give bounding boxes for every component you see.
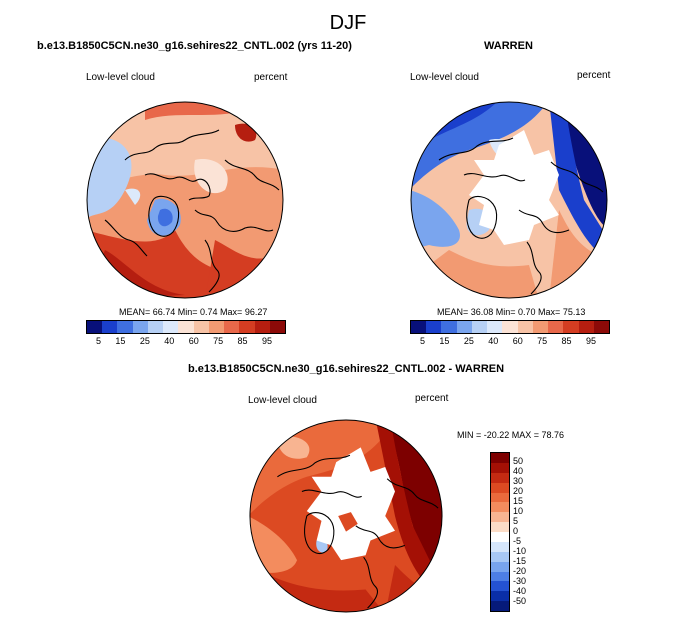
model-colorbar-swatch — [193, 321, 209, 333]
diff-colorbar-label: 50 — [513, 456, 524, 466]
model-colorbar-label: 60 — [188, 336, 199, 346]
obs-colorbar-label: 40 — [488, 336, 499, 346]
model-colorbar-label: 95 — [261, 336, 272, 346]
diff-colorbar-swatch — [491, 453, 509, 463]
obs-colorbar-swatch — [517, 321, 533, 333]
diff-units-label: percent — [415, 393, 449, 404]
obs-colorbar — [410, 320, 610, 334]
obs-colorbar-labels: 5 15 25 40 60 75 85 95 — [420, 336, 596, 346]
model-colorbar-swatch — [147, 321, 164, 333]
figure-title: DJF — [329, 12, 367, 34]
obs-colorbar-swatch — [426, 321, 442, 333]
model-colorbar-swatch — [163, 321, 179, 333]
obs-colorbar-label: 85 — [561, 336, 572, 346]
model-colorbar-swatch — [239, 321, 255, 333]
diff-colorbar-label: -5 — [513, 536, 522, 546]
model-colorbar-swatch — [87, 321, 103, 333]
diff-colorbar-label: 30 — [513, 476, 524, 486]
model-colorbar-swatch — [178, 321, 194, 333]
obs-colorbar-swatch — [563, 321, 579, 333]
obs-colorbar-swatch — [578, 321, 594, 333]
obs-colorbar-swatch — [593, 321, 610, 333]
diff-colorbar — [490, 452, 510, 612]
diff-colorbar-swatch — [491, 541, 509, 552]
diff-colorbar-label: -30 — [513, 576, 527, 586]
model-stats: MEAN= 66.74 Min= 0.74 Max= 96.27 — [119, 307, 268, 317]
diff-colorbar-label: -15 — [513, 556, 527, 566]
diff-panel-title: b.e13.B1850C5CN.ne30_g16.sehires22_CNTL.… — [188, 363, 505, 375]
model-colorbar-swatch — [208, 321, 225, 333]
obs-colorbar-swatch — [487, 321, 503, 333]
model-colorbar-label: 85 — [237, 336, 248, 346]
diff-colorbar-swatch — [491, 561, 509, 572]
model-variable-label: Low-level cloud — [86, 72, 155, 83]
diff-colorbar-label: 20 — [513, 486, 524, 496]
model-colorbar-label: 25 — [139, 336, 150, 346]
obs-colorbar-label: 15 — [439, 336, 450, 346]
diff-colorbar-swatch — [491, 571, 509, 582]
obs-colorbar-swatch — [548, 321, 564, 333]
diff-colorbar-swatch — [491, 482, 509, 493]
obs-colorbar-label: 5 — [420, 336, 426, 346]
diff-colorbar-label: 10 — [513, 506, 524, 516]
model-colorbar-labels: 5 15 25 40 60 75 85 95 — [96, 336, 272, 346]
model-colorbar-swatch — [117, 321, 133, 333]
model-panel-title: b.e13.B1850C5CN.ne30_g16.sehires22_CNTL.… — [37, 40, 352, 52]
obs-colorbar-swatch — [502, 321, 518, 333]
obs-colorbar-label: 75 — [537, 336, 548, 346]
diff-colorbar-labels: 50 40 30 20 15 10 5 0 -5 -10 -15 -20 -30 -40 -50 — [513, 456, 526, 606]
model-colorbar-label: 40 — [164, 336, 175, 346]
obs-stats: MEAN= 36.08 Min= 0.70 Max= 75.13 — [437, 307, 586, 317]
obs-colorbar-swatch — [441, 321, 457, 333]
model-colorbar-swatch — [269, 321, 286, 333]
model-colorbar-swatch — [224, 321, 240, 333]
diff-colorbar-label: -40 — [513, 586, 527, 596]
model-colorbar-label: 75 — [213, 336, 224, 346]
diff-colorbar-swatch — [491, 591, 509, 602]
diff-colorbar-swatch — [491, 551, 509, 562]
obs-units-label: percent — [577, 70, 611, 81]
diff-colorbar-label: 0 — [513, 526, 519, 536]
obs-colorbar-swatch — [532, 321, 549, 333]
diff-colorbar-swatch — [491, 522, 509, 532]
model-colorbar-label: 15 — [115, 336, 126, 346]
diff-colorbar-swatch — [491, 472, 509, 483]
model-colorbar-swatch — [254, 321, 270, 333]
model-units-label: percent — [254, 72, 288, 83]
diff-colorbar-label: -20 — [513, 566, 527, 576]
diff-colorbar-swatch — [491, 581, 509, 592]
diff-colorbar-label: 40 — [513, 466, 524, 476]
model-colorbar-swatch — [102, 321, 118, 333]
model-polar-map — [86, 101, 284, 299]
diff-colorbar-swatch — [491, 532, 509, 542]
obs-colorbar-swatch — [456, 321, 472, 333]
model-colorbar-label: 5 — [96, 336, 102, 346]
obs-polar-map — [410, 101, 608, 299]
obs-colorbar-swatch — [411, 321, 427, 333]
obs-colorbar-label: 60 — [512, 336, 523, 346]
diff-colorbar-swatch — [491, 502, 509, 513]
diff-colorbar-label: 15 — [513, 496, 524, 506]
diff-colorbar-swatch — [491, 601, 509, 611]
diff-polar-map — [249, 419, 443, 613]
model-colorbar-swatch — [132, 321, 148, 333]
diff-colorbar-swatch — [491, 492, 509, 503]
diff-colorbar-swatch — [491, 512, 509, 523]
diff-colorbar-label: -10 — [513, 546, 527, 556]
obs-variable-label: Low-level cloud — [410, 72, 479, 83]
obs-panel-title: WARREN — [484, 40, 533, 52]
diff-colorbar-label: 5 — [513, 516, 519, 526]
diff-colorbar-label: -50 — [513, 596, 527, 606]
obs-colorbar-swatch — [471, 321, 488, 333]
diff-stats: MIN = -20.22 MAX = 78.76 — [457, 430, 565, 440]
model-colorbar — [86, 320, 286, 334]
diff-variable-label: Low-level cloud — [248, 395, 317, 406]
obs-colorbar-label: 95 — [585, 336, 596, 346]
diff-colorbar-swatch — [491, 462, 509, 473]
obs-colorbar-label: 25 — [463, 336, 474, 346]
